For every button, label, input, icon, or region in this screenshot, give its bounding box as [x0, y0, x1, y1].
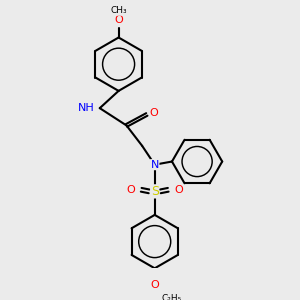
- Text: O: O: [114, 15, 123, 25]
- Text: NH: NH: [78, 103, 95, 113]
- Text: CH₃: CH₃: [110, 6, 127, 15]
- Text: C₂H₅: C₂H₅: [162, 294, 182, 300]
- Text: O: O: [174, 185, 183, 195]
- Text: N: N: [151, 160, 159, 170]
- Text: O: O: [127, 185, 136, 195]
- Text: S: S: [151, 185, 159, 198]
- Text: O: O: [149, 108, 158, 118]
- Text: O: O: [150, 280, 159, 290]
